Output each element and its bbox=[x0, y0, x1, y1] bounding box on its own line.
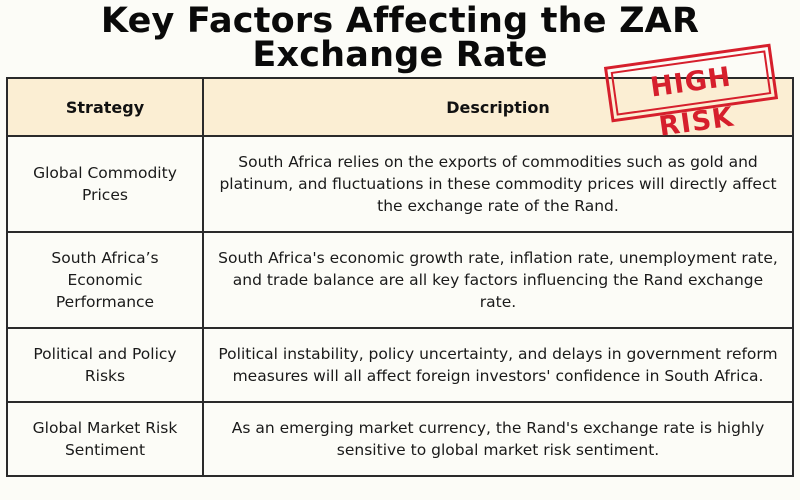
description-cell: South Africa relies on the exports of co… bbox=[202, 135, 794, 233]
title-line-1: Key Factors Affecting the ZAR bbox=[100, 1, 700, 41]
header-strategy: Strategy bbox=[6, 77, 204, 137]
table-row: South Africa’s Economic Performance Sout… bbox=[6, 231, 794, 329]
header-description: Description bbox=[202, 77, 794, 137]
strategy-cell: Global Market Risk Sentiment bbox=[6, 401, 204, 477]
strategy-cell: South Africa’s Economic Performance bbox=[6, 231, 204, 329]
table-row: Global Commodity Prices South Africa rel… bbox=[6, 135, 794, 233]
description-cell: South Africa's economic growth rate, inf… bbox=[202, 231, 794, 329]
page-title: Key Factors Affecting the ZAR Exchange R… bbox=[0, 1, 800, 75]
strategy-cell: Political and Policy Risks bbox=[6, 327, 204, 403]
table-row: Political and Policy Risks Political ins… bbox=[6, 327, 794, 403]
strategy-cell: Global Commodity Prices bbox=[6, 135, 204, 233]
table-row: Global Market Risk Sentiment As an emerg… bbox=[6, 401, 794, 477]
description-cell: As an emerging market currency, the Rand… bbox=[202, 401, 794, 477]
table-header-row: Strategy Description bbox=[6, 77, 794, 137]
description-cell: Political instability, policy uncertaint… bbox=[202, 327, 794, 403]
title-line-2: Exchange Rate bbox=[252, 35, 548, 75]
factors-table: Strategy Description Global Commodity Pr… bbox=[6, 77, 794, 477]
